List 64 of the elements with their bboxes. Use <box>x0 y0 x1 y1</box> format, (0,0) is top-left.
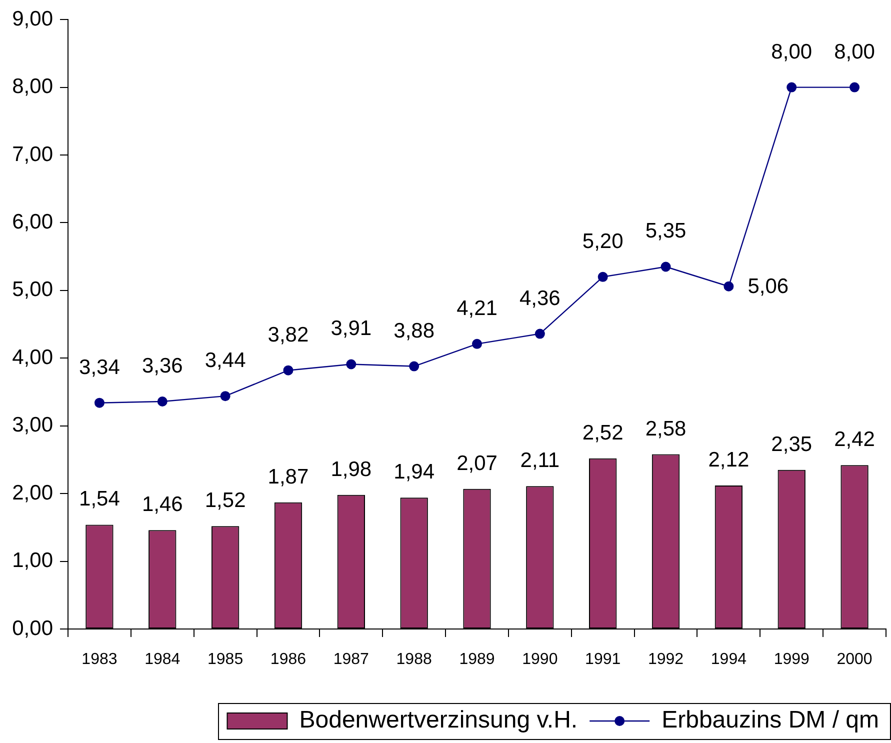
data-label: 2,12 <box>708 448 750 472</box>
data-label: 2,35 <box>771 432 812 456</box>
point <box>850 82 860 92</box>
x-tick-label: 1985 <box>208 651 244 668</box>
x-tick-label: 1984 <box>144 651 180 668</box>
data-label: 5,20 <box>582 230 624 253</box>
point <box>94 398 104 408</box>
point <box>220 391 230 402</box>
data-label: 1,54 <box>79 488 120 511</box>
data-label: 3,91 <box>330 317 372 340</box>
x-tick-label: 1988 <box>396 651 432 668</box>
data-label: 3,34 <box>79 356 120 379</box>
data-label: 2,52 <box>582 421 624 444</box>
data-label: 5,06 <box>748 275 789 298</box>
y-tick-label: 7,00 <box>12 142 53 166</box>
point <box>472 338 482 349</box>
data-label: 3,36 <box>142 354 183 378</box>
data-label: 1,87 <box>268 465 309 488</box>
data-label: 4,36 <box>519 286 560 310</box>
data-label: 3,82 <box>268 323 309 346</box>
legend-label: Bodenwertverzinsung v.H. <box>299 706 578 734</box>
x-tick-label: 1994 <box>710 651 747 668</box>
x-tick-label: 1989 <box>459 651 495 668</box>
data-label: 8,00 <box>834 40 875 64</box>
y-tick-label: 8,00 <box>12 75 53 98</box>
x-tick-label: 1983 <box>82 651 118 668</box>
point <box>346 359 356 370</box>
y-tick-label: 3,00 <box>12 414 53 437</box>
legend-label: Erbbauzins DM / qm <box>662 706 879 734</box>
point <box>660 262 671 272</box>
point <box>786 82 797 92</box>
data-label: 8,00 <box>771 40 812 64</box>
x-tick-label: 1990 <box>522 651 558 668</box>
y-tick-label: 6,00 <box>12 210 53 234</box>
point <box>157 396 168 406</box>
point <box>409 361 420 372</box>
y-tick-label: 9,00 <box>12 7 53 30</box>
data-label: 1,98 <box>330 458 372 481</box>
data-label: 2,42 <box>834 428 875 452</box>
data-label: 1,94 <box>394 460 435 484</box>
data-label: 2,58 <box>645 417 686 440</box>
x-tick-label: 1991 <box>585 651 621 668</box>
data-label: 3,88 <box>394 319 435 342</box>
x-tick-label: 1992 <box>648 651 684 668</box>
point <box>724 281 734 292</box>
x-tick-label: 1999 <box>774 651 810 668</box>
data-label: 5,35 <box>645 220 686 243</box>
data-label: 2,07 <box>456 452 498 475</box>
x-tick-label: 2000 <box>836 651 872 668</box>
data-label: 1,52 <box>204 489 246 512</box>
data-label: 1,46 <box>142 493 183 516</box>
y-tick-label: 5,00 <box>12 278 53 302</box>
y-tick-label: 1,00 <box>12 549 53 572</box>
data-label: 2,11 <box>520 449 560 472</box>
data-label: 3,44 <box>204 349 246 372</box>
point <box>283 365 294 376</box>
point <box>534 328 545 339</box>
y-tick-label: 0,00 <box>12 616 53 640</box>
x-tick-label: 1986 <box>270 651 306 668</box>
point <box>598 272 608 282</box>
y-tick-label: 4,00 <box>12 346 53 369</box>
x-tick-label: 1987 <box>333 651 370 668</box>
data-label: 4,21 <box>456 296 498 320</box>
y-tick-label: 2,00 <box>12 481 53 504</box>
